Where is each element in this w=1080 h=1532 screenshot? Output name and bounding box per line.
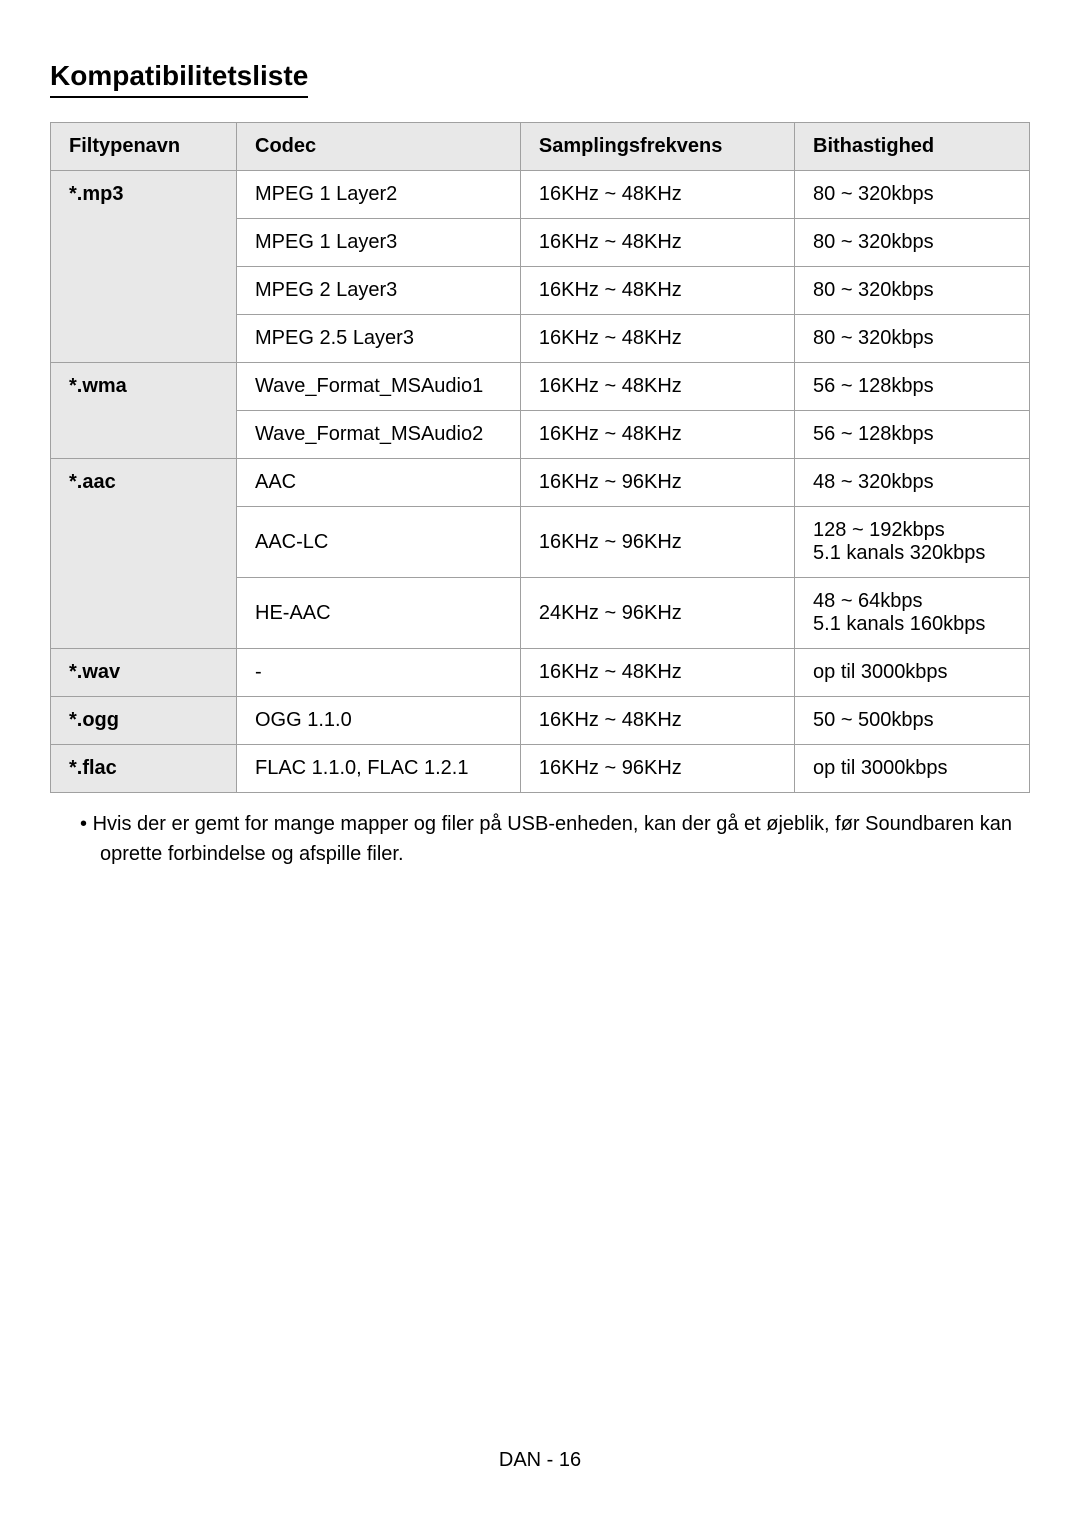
cell-sampling: 16KHz ~ 96KHz	[520, 459, 794, 507]
cell-sampling: 16KHz ~ 48KHz	[520, 649, 794, 697]
table-row: *.aacAAC16KHz ~ 96KHz48 ~ 320kbps	[51, 459, 1030, 507]
cell-sampling: 16KHz ~ 48KHz	[520, 315, 794, 363]
table-row: *.wmaWave_Format_MSAudio116KHz ~ 48KHz56…	[51, 363, 1030, 411]
cell-bitrate: 80 ~ 320kbps	[795, 267, 1030, 315]
cell-codec: MPEG 2.5 Layer3	[237, 315, 521, 363]
col-filetype: Filtypenavn	[51, 123, 237, 171]
cell-codec: MPEG 2 Layer3	[237, 267, 521, 315]
cell-sampling: 16KHz ~ 48KHz	[520, 697, 794, 745]
table-header-row: Filtypenavn Codec Samplingsfrekvens Bith…	[51, 123, 1030, 171]
cell-codec: -	[237, 649, 521, 697]
cell-filetype: *.flac	[51, 745, 237, 793]
cell-codec: Wave_Format_MSAudio2	[237, 411, 521, 459]
cell-sampling: 24KHz ~ 96KHz	[520, 578, 794, 649]
cell-filetype: *.wav	[51, 649, 237, 697]
table-row: *.oggOGG 1.1.016KHz ~ 48KHz50 ~ 500kbps	[51, 697, 1030, 745]
cell-bitrate: 128 ~ 192kbps5.1 kanals 320kbps	[795, 507, 1030, 578]
cell-bitrate: op til 3000kbps	[795, 745, 1030, 793]
cell-filetype: *.mp3	[51, 171, 237, 363]
cell-codec: HE-AAC	[237, 578, 521, 649]
table-row: *.mp3MPEG 1 Layer216KHz ~ 48KHz80 ~ 320k…	[51, 171, 1030, 219]
cell-codec: FLAC 1.1.0, FLAC 1.2.1	[237, 745, 521, 793]
compatibility-table: Filtypenavn Codec Samplingsfrekvens Bith…	[50, 122, 1030, 793]
cell-bitrate: 80 ~ 320kbps	[795, 171, 1030, 219]
cell-sampling: 16KHz ~ 96KHz	[520, 507, 794, 578]
cell-codec: AAC-LC	[237, 507, 521, 578]
cell-filetype: *.ogg	[51, 697, 237, 745]
cell-bitrate: 56 ~ 128kbps	[795, 363, 1030, 411]
cell-bitrate: 56 ~ 128kbps	[795, 411, 1030, 459]
cell-filetype: *.wma	[51, 363, 237, 459]
cell-sampling: 16KHz ~ 48KHz	[520, 219, 794, 267]
cell-sampling: 16KHz ~ 48KHz	[520, 363, 794, 411]
cell-codec: Wave_Format_MSAudio1	[237, 363, 521, 411]
cell-codec: MPEG 1 Layer3	[237, 219, 521, 267]
cell-bitrate: 48 ~ 320kbps	[795, 459, 1030, 507]
cell-sampling: 16KHz ~ 48KHz	[520, 171, 794, 219]
table-row: *.flacFLAC 1.1.0, FLAC 1.2.116KHz ~ 96KH…	[51, 745, 1030, 793]
cell-codec: OGG 1.1.0	[237, 697, 521, 745]
note-section: • Hvis der er gemt for mange mapper og f…	[50, 809, 1030, 869]
cell-codec: MPEG 1 Layer2	[237, 171, 521, 219]
col-sampling: Samplingsfrekvens	[520, 123, 794, 171]
page-footer: DAN - 16	[0, 1449, 1080, 1472]
note-text: • Hvis der er gemt for mange mapper og f…	[80, 809, 1030, 869]
col-bitrate: Bithastighed	[795, 123, 1030, 171]
cell-bitrate: 80 ~ 320kbps	[795, 219, 1030, 267]
cell-sampling: 16KHz ~ 96KHz	[520, 745, 794, 793]
cell-filetype: *.aac	[51, 459, 237, 649]
cell-sampling: 16KHz ~ 48KHz	[520, 267, 794, 315]
cell-codec: AAC	[237, 459, 521, 507]
cell-bitrate: 50 ~ 500kbps	[795, 697, 1030, 745]
cell-bitrate: 48 ~ 64kbps5.1 kanals 160kbps	[795, 578, 1030, 649]
cell-sampling: 16KHz ~ 48KHz	[520, 411, 794, 459]
table-row: *.wav-16KHz ~ 48KHzop til 3000kbps	[51, 649, 1030, 697]
cell-bitrate: 80 ~ 320kbps	[795, 315, 1030, 363]
page-title: Kompatibilitetsliste	[50, 60, 308, 98]
cell-bitrate: op til 3000kbps	[795, 649, 1030, 697]
col-codec: Codec	[237, 123, 521, 171]
